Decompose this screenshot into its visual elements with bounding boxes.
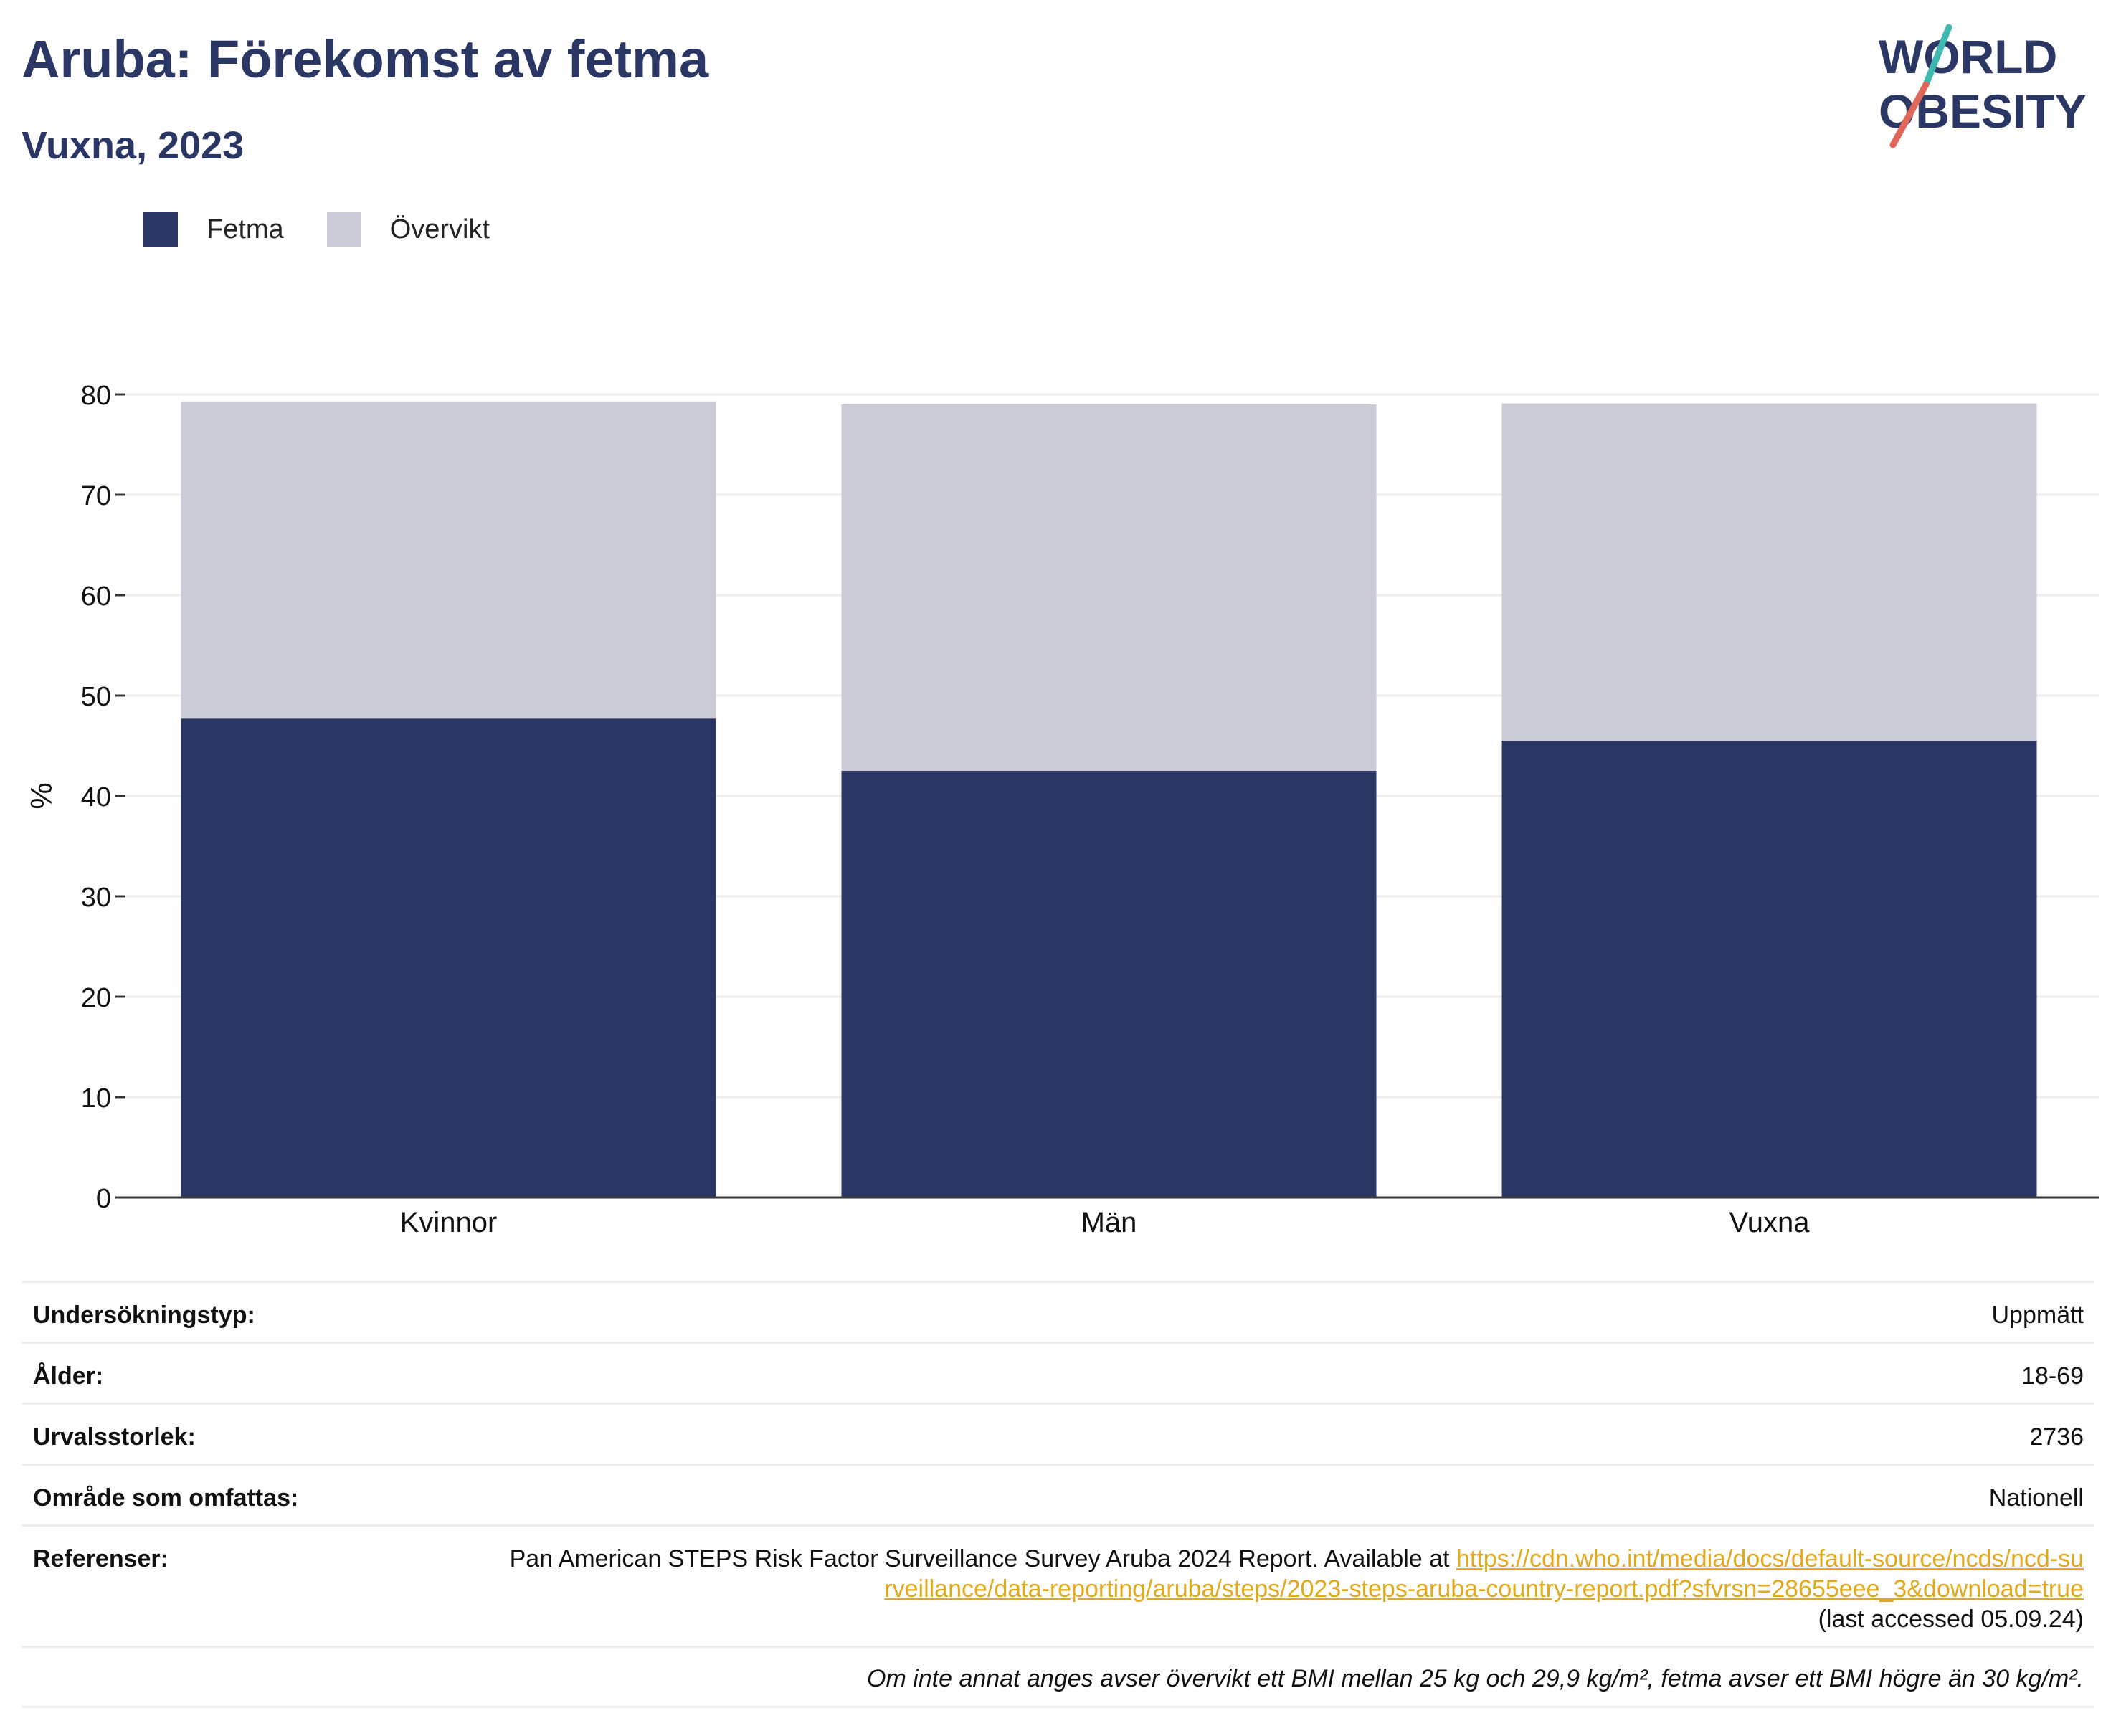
y-tick-label: 60 (81, 582, 111, 612)
info-row-sample-size: Urvalsstorlek: 2736 (22, 1403, 2094, 1464)
bar-fetma-2 (1501, 741, 2037, 1197)
legend-swatch-fetma (143, 212, 178, 247)
y-tick-label: 70 (81, 481, 111, 511)
footnote: Om inte annat anges avser övervikt ett B… (22, 1646, 2094, 1708)
info-label: Urvalsstorlek: (33, 1423, 196, 1451)
info-row-area: Område som omfattas: Nationell (22, 1464, 2094, 1524)
info-label: Referenser: (33, 1545, 169, 1573)
info-value: Nationell (1988, 1484, 2084, 1512)
y-tick-label: 80 (81, 381, 111, 411)
info-label: Ålder: (33, 1362, 104, 1390)
x-tick-label: Vuxna (1729, 1207, 1811, 1238)
y-tick-label: 40 (81, 782, 111, 812)
info-value: 2736 (2029, 1423, 2084, 1451)
reference-link[interactable]: https://cdn.who.int/media/docs/default-s… (884, 1545, 2084, 1603)
bar-overvikt-2 (1501, 403, 2037, 741)
chart-subtitle: Vuxna, 2023 (22, 124, 245, 167)
world-obesity-logo: WORLD OBESITY (1879, 24, 2087, 148)
y-tick-label: 0 (96, 1184, 111, 1214)
info-label: Undersökningstyp: (33, 1301, 255, 1329)
bar-overvikt-0 (181, 401, 716, 719)
info-value: 18-69 (2021, 1362, 2084, 1390)
bar-fetma-1 (841, 771, 1377, 1197)
legend-item-fetma[interactable]: Fetma (143, 212, 284, 247)
info-value: Uppmätt (1991, 1301, 2084, 1329)
logo-slash-teal (1922, 24, 1952, 88)
legend-label-overvikt: Övervikt (389, 214, 490, 245)
legend-item-overvikt[interactable]: Övervikt (326, 212, 490, 247)
y-tick-label: 10 (81, 1083, 111, 1114)
y-axis-label: % (24, 782, 58, 809)
chart-title: Aruba: Förekomst av fetma (22, 29, 709, 89)
info-row-survey-type: Undersökningstyp: Uppmätt (22, 1281, 2094, 1342)
reference-accessed: (last accessed 05.09.24) (1818, 1605, 2084, 1633)
y-tick-label: 50 (81, 682, 111, 712)
reference-text: Pan American STEPS Risk Factor Surveilla… (506, 1544, 2084, 1634)
y-tick-label: 30 (81, 883, 111, 913)
info-row-age: Ålder: 18-69 (22, 1342, 2094, 1403)
bar-fetma-0 (181, 718, 716, 1197)
bar-chart: 0 10 20 30 40 50 60 70 80% Kvinnor Män Vuxna (24, 381, 2099, 1238)
legend: Fetma Övervikt (143, 212, 533, 247)
x-tick-label: Kvinnor (400, 1207, 498, 1238)
reference-source: Pan American STEPS Risk Factor Surveilla… (509, 1545, 1450, 1573)
x-tick-label: Män (1081, 1207, 1137, 1238)
legend-label-fetma: Fetma (207, 214, 284, 245)
info-label: Område som omfattas: (33, 1484, 299, 1512)
legend-swatch-overvikt (326, 212, 361, 247)
logo-line1: WORLD (1879, 30, 2057, 83)
info-table: Undersökningstyp: Uppmätt Ålder: 18-69 U… (22, 1281, 2094, 1708)
info-row-references: Referenser: Pan American STEPS Risk Fact… (22, 1524, 2094, 1646)
logo-slash-coral (1889, 81, 1930, 148)
bar-overvikt-1 (841, 404, 1377, 771)
y-tick-label: 20 (81, 983, 111, 1013)
